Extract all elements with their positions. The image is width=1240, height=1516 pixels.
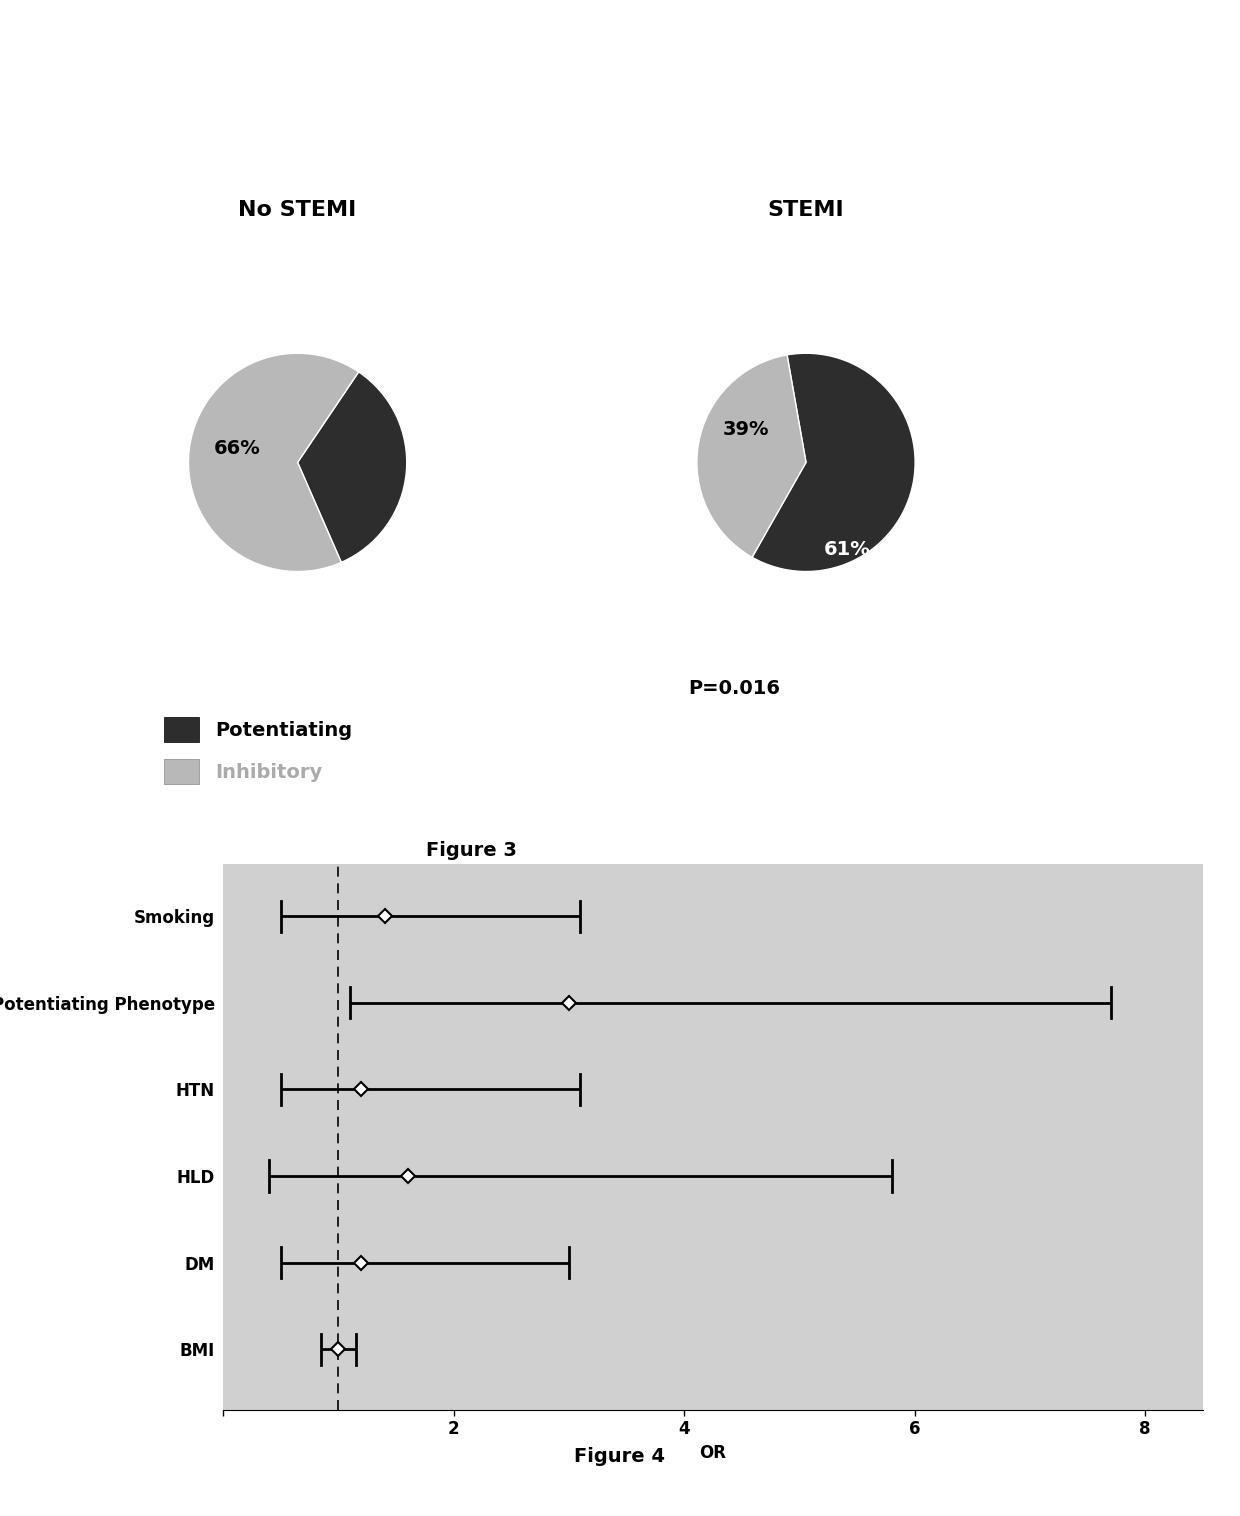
Text: Figure 3: Figure 3	[425, 841, 517, 861]
Text: Figure 4: Figure 4	[574, 1446, 666, 1466]
Text: 34%: 34%	[206, 658, 253, 676]
Wedge shape	[753, 353, 915, 572]
Wedge shape	[697, 355, 806, 558]
Wedge shape	[298, 371, 407, 562]
Legend: Potentiating, Inhibitory: Potentiating, Inhibitory	[159, 711, 358, 790]
Text: 61%: 61%	[823, 540, 870, 559]
Text: 66%: 66%	[215, 440, 260, 458]
Text: P=0.016: P=0.016	[688, 679, 780, 699]
Text: 39%: 39%	[723, 420, 769, 440]
X-axis label: OR: OR	[699, 1443, 727, 1461]
Text: No STEMI: No STEMI	[238, 200, 357, 220]
Wedge shape	[188, 353, 358, 572]
Text: STEMI: STEMI	[768, 200, 844, 220]
